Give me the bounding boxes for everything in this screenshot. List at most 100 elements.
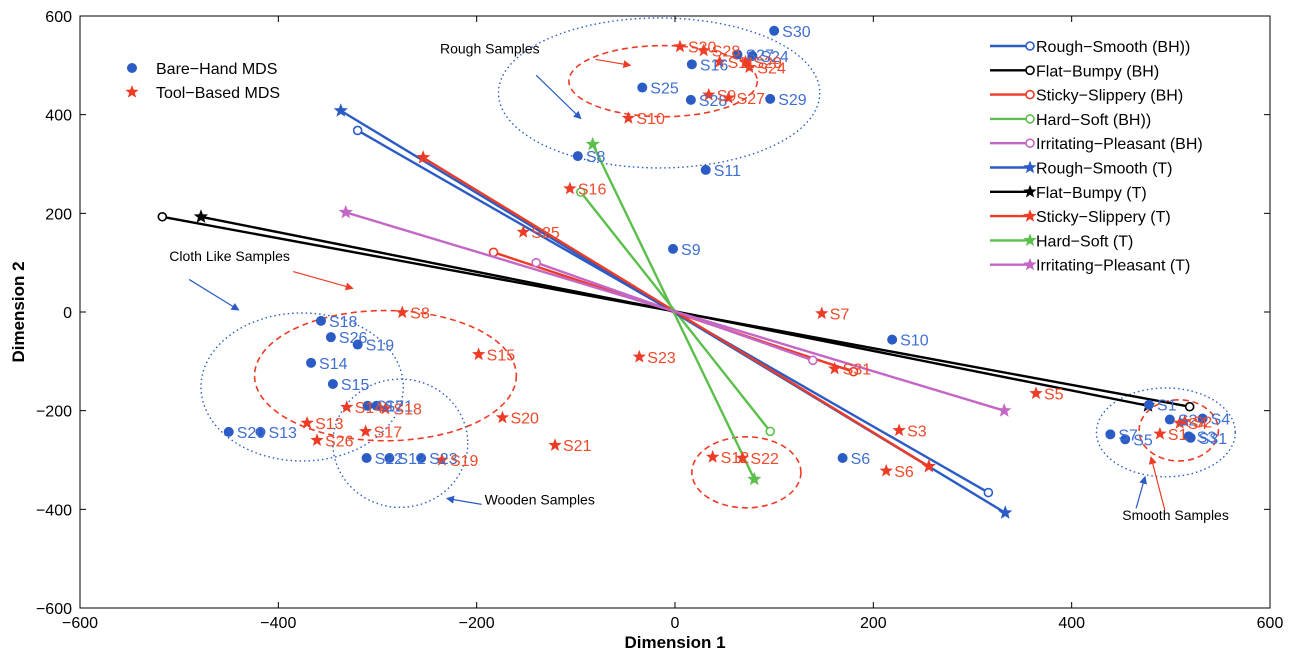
barehand-point-s4-label: S4 — [1211, 412, 1231, 429]
barehand-point-s23 — [416, 453, 427, 464]
tool-point-s19-label: S19 — [450, 453, 479, 470]
tool-point-s30 — [673, 39, 687, 53]
tool-point-s17-label: S17 — [374, 424, 403, 441]
tool-point-s31 — [828, 361, 842, 375]
barehand-point-s22 — [361, 453, 372, 464]
annotation-1-arrow-1 — [535, 74, 582, 120]
tool-point-s8-label: S8 — [410, 305, 430, 322]
legend-line-marker-6 — [1023, 160, 1037, 174]
attribute-line-1-neg-marker — [983, 487, 994, 498]
barehand-point-s29-label: S29 — [778, 92, 807, 109]
attribute-line-9-neg-marker — [747, 471, 762, 486]
attribute-line-3-neg-marker — [848, 366, 859, 377]
tool-point-s9-label: S9 — [717, 88, 737, 105]
legend-line-marker-4 — [1025, 114, 1035, 124]
barehand-point-s18 — [315, 315, 326, 326]
y-tick-label--200: −200 — [36, 404, 72, 421]
attribute-line-4-end-marker — [575, 187, 586, 197]
barehand-point-s10 — [887, 334, 898, 345]
group-ellipse-4 — [253, 309, 518, 442]
tool-point-s24-label: S24 — [757, 60, 786, 77]
legend-line-label-1: Rough−Smooth (BH)) — [1036, 39, 1190, 56]
x-tick-label--600: −600 — [62, 615, 98, 632]
barehand-point-s11-label: S11 — [714, 163, 741, 180]
barehand-point-s31-label: S31 — [1199, 431, 1228, 448]
legend-line-label-8: Sticky−Slippery (T) — [1036, 209, 1171, 226]
legend-line-label-5: Irritating−Pleasant (BH) — [1036, 136, 1203, 153]
annotation-4-arrow-1 — [1135, 475, 1147, 509]
tool-point-s23 — [632, 349, 646, 363]
barehand-point-s14 — [306, 357, 317, 368]
annotation-3-arrow-1 — [445, 495, 482, 505]
legend-line-marker-7 — [1023, 184, 1037, 198]
y-tick-label--400: −400 — [36, 502, 72, 519]
tool-point-s28 — [697, 43, 711, 57]
legend-line-label-9: Hard−Soft (T) — [1036, 233, 1133, 250]
barehand-point-s7 — [1105, 429, 1116, 440]
annotation-2-arrow-1 — [188, 278, 240, 311]
tool-point-s19 — [435, 453, 449, 466]
barehand-point-s3-label: S3 — [1197, 429, 1217, 446]
tool-point-s28-label: S28 — [712, 44, 741, 61]
tool-point-s6-label: S6 — [894, 464, 914, 481]
tool-point-s1-label: S1 — [1168, 427, 1188, 444]
tool-point-s16 — [563, 181, 577, 195]
tool-point-s13-label: S13 — [315, 416, 344, 433]
attribute-line-9-end-marker — [585, 136, 600, 151]
attribute-line-6-neg-marker — [998, 505, 1013, 519]
group-ellipse-8 — [1138, 399, 1220, 462]
tool-point-s20-label: S20 — [510, 411, 539, 428]
legend-sample-marker-1 — [127, 63, 137, 73]
tool-point-s3 — [892, 423, 906, 437]
barehand-point-s30-label: S30 — [782, 24, 811, 41]
tool-point-s4-label: S4 — [1188, 416, 1208, 433]
tool-point-s29 — [738, 54, 753, 68]
tool-point-s27 — [721, 90, 736, 104]
barehand-point-s12-label: S12 — [397, 451, 426, 468]
tool-point-s2-label: S2 — [1193, 415, 1213, 432]
barehand-point-s26-label: S26 — [339, 330, 368, 347]
legend-line-marker-5 — [1025, 138, 1035, 148]
barehand-point-s6 — [837, 453, 848, 464]
tool-point-s4 — [1173, 416, 1187, 429]
attribute-line-2-end-marker — [157, 211, 168, 222]
attribute-line-10 — [345, 211, 1005, 412]
barehand-point-s10-label: S10 — [900, 333, 929, 350]
barehand-point-s23-label: S23 — [429, 451, 458, 468]
barehand-point-s12 — [384, 453, 395, 464]
barehand-point-s17-label: S17 — [376, 399, 405, 416]
attribute-line-5-end-marker — [531, 257, 541, 268]
barehand-point-s19-label: S19 — [366, 338, 395, 355]
barehand-point-s4 — [1197, 413, 1208, 424]
barehand-point-s20-label: S20 — [237, 425, 266, 442]
legend-line-label-7: Flat−Bumpy (T) — [1036, 185, 1147, 202]
legend-line-label-2: Flat−Bumpy (BH) — [1036, 63, 1159, 80]
tool-point-s27-label: S27 — [737, 91, 766, 108]
group-ellipse-1 — [497, 17, 821, 169]
attribute-line-4-neg-marker — [765, 426, 776, 437]
tool-point-s17 — [358, 424, 373, 438]
group-ellipse-3 — [200, 312, 404, 462]
tool-point-s5 — [1029, 386, 1043, 400]
x-tick-label-600: 600 — [1257, 615, 1284, 632]
legend-sample-label-1: Bare−Hand MDS — [156, 61, 277, 78]
attribute-line-7-end-marker — [193, 209, 209, 223]
tool-point-s1 — [1153, 426, 1167, 440]
x-tick-label-400: 400 — [1058, 615, 1085, 632]
tool-point-s18-label: S18 — [393, 402, 422, 419]
tool-point-s14-label: S14 — [355, 400, 384, 417]
tool-point-s22-label: S22 — [750, 451, 779, 468]
tool-point-s10 — [621, 111, 636, 124]
barehand-point-s9 — [668, 243, 679, 254]
tool-point-s29-label: S29 — [753, 55, 782, 72]
barehand-point-s5 — [1120, 434, 1131, 445]
barehand-point-s11 — [700, 164, 711, 175]
tool-point-s24 — [742, 60, 757, 73]
barehand-point-s24-label: S24 — [760, 49, 789, 66]
annotation-1: Rough Samples — [440, 40, 540, 56]
legend-line-marker-8 — [1023, 209, 1037, 222]
barehand-point-s21 — [371, 400, 382, 411]
barehand-point-s16-label: S16 — [700, 57, 729, 74]
attribute-line-10-end-marker — [338, 204, 353, 219]
tool-point-s22 — [735, 451, 750, 464]
